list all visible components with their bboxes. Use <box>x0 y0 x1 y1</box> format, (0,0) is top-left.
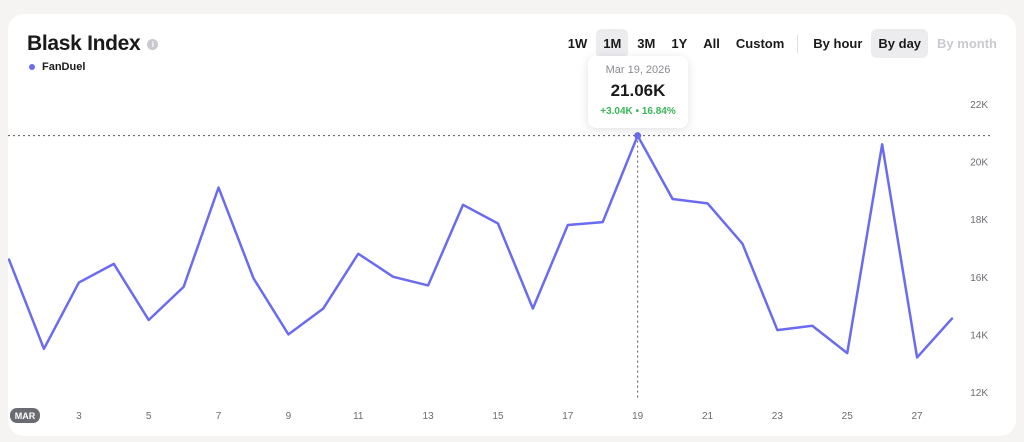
x-tick-label: 27 <box>912 411 924 422</box>
y-tick-label: 22K <box>970 100 988 111</box>
x-tick-label: 23 <box>772 411 784 422</box>
by-hour-button[interactable]: By hour <box>813 36 863 51</box>
series-line <box>8 134 954 359</box>
range-all-button[interactable]: All <box>703 36 720 51</box>
x-tick-label: 3 <box>76 411 82 422</box>
chart-title: Blask Index <box>27 32 141 55</box>
legend-label: FanDuel <box>42 61 86 73</box>
range-1w-button[interactable]: 1W <box>567 36 588 51</box>
tooltip: Mar 19, 2026 21.06K +3.04K • 16.84% <box>588 56 688 128</box>
x-tick-label: 13 <box>423 411 435 422</box>
tooltip-date: Mar 19, 2026 <box>605 64 671 76</box>
range-1m-button[interactable]: 1M <box>596 29 629 58</box>
y-tick-label: 20K <box>970 158 988 169</box>
x-tick-label: 9 <box>286 411 292 422</box>
x-tick-label: 21 <box>702 411 714 422</box>
month-pill <box>10 408 40 423</box>
x-tick-label: 25 <box>842 411 854 422</box>
controls: 1W 1M 3M 1Y All Custom By hour By day By… <box>559 29 1004 58</box>
x-tick-label: 15 <box>492 411 504 422</box>
y-tick-label: 12K <box>970 388 988 399</box>
by-month-button: By month <box>937 36 997 51</box>
legend: FanDuel <box>29 61 85 73</box>
tooltip-value: 21.06K <box>610 81 666 100</box>
month-label: MAR <box>15 411 36 421</box>
controls-divider <box>797 34 799 53</box>
legend-dot-icon <box>29 64 35 70</box>
x-tick-label: 5 <box>146 411 152 422</box>
x-tick-label: 19 <box>632 411 644 422</box>
y-tick-label: 18K <box>970 215 988 226</box>
range-1y-button[interactable]: 1Y <box>671 36 688 51</box>
info-icon[interactable]: i <box>147 38 159 50</box>
x-tick-label: 7 <box>216 411 222 422</box>
x-tick-label: 17 <box>562 411 574 422</box>
x-tick-label: 11 <box>353 411 364 422</box>
range-3m-button[interactable]: 3M <box>637 36 656 51</box>
title-row: Blask Index i <box>27 32 159 56</box>
tooltip-change: +3.04K • 16.84% <box>600 106 676 117</box>
chart-card: 12K 14K 16K 18K 20K 22K 3 5 7 9 11 13 15 17 19 21 23 25 27… <box>8 14 1016 436</box>
y-tick-label: 16K <box>970 273 988 284</box>
y-tick-label: 14K <box>970 330 988 341</box>
line-chart[interactable]: 12K 14K 16K 18K 20K 22K 3 5 7 9 11 13 15 17 19 21 23 25 27… <box>8 14 1016 436</box>
highlight-point <box>634 132 642 140</box>
by-day-button[interactable]: By day <box>871 29 929 58</box>
range-custom-button[interactable]: Custom <box>735 36 785 51</box>
